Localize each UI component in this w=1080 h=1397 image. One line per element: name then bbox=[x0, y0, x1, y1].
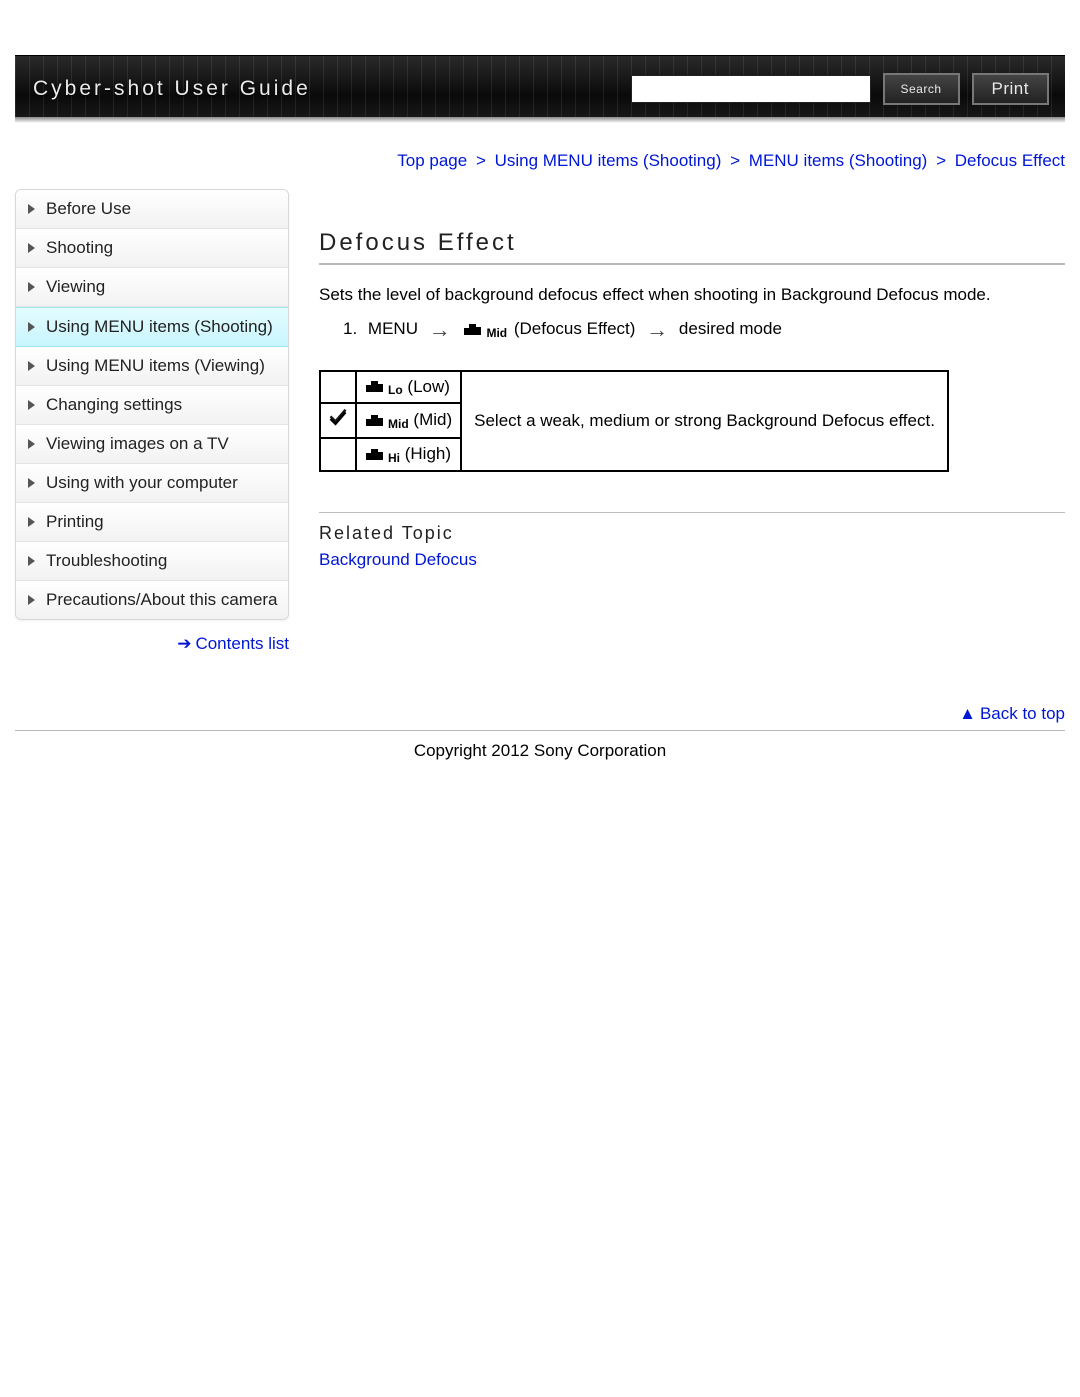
defocus-icon-sub: Lo bbox=[388, 383, 403, 397]
sidebar-nav: Before UseShootingViewingUsing MENU item… bbox=[15, 189, 289, 620]
back-to-top-wrap: ▲Back to top bbox=[15, 704, 1065, 724]
mode-description: Select a weak, medium or strong Backgrou… bbox=[461, 371, 948, 471]
checkmark-icon bbox=[327, 413, 349, 432]
header-bar: Cyber-shot User Guide Search Print bbox=[15, 55, 1065, 123]
related-topic-heading: Related Topic bbox=[319, 523, 1065, 544]
search-input[interactable] bbox=[631, 75, 871, 103]
defocus-icon: Lo bbox=[365, 377, 403, 397]
print-button[interactable]: Print bbox=[972, 73, 1049, 105]
sidebar-item[interactable]: Troubleshooting bbox=[16, 542, 288, 581]
sidebar-item[interactable]: Precautions/About this camera bbox=[16, 581, 288, 619]
sidebar-item[interactable]: Changing settings bbox=[16, 386, 288, 425]
breadcrumb-link[interactable]: MENU items (Shooting) bbox=[749, 151, 928, 170]
search-button[interactable]: Search bbox=[883, 73, 960, 105]
copyright: Copyright 2012 Sony Corporation bbox=[15, 741, 1065, 761]
defocus-icon: Hi bbox=[365, 445, 400, 465]
sidebar-item[interactable]: Printing bbox=[16, 503, 288, 542]
breadcrumb-sep: > bbox=[476, 151, 486, 170]
breadcrumb-link[interactable]: Top page bbox=[397, 151, 467, 170]
breadcrumb: Top page > Using MENU items (Shooting) >… bbox=[15, 151, 1065, 171]
breadcrumb-sep: > bbox=[936, 151, 946, 170]
mode-icon-cell: Mid (Mid) bbox=[356, 403, 461, 438]
step-tail: desired mode bbox=[679, 319, 782, 338]
sidebar: Before UseShootingViewingUsing MENU item… bbox=[15, 189, 289, 654]
mode-check-cell bbox=[320, 403, 356, 438]
sidebar-item[interactable]: Using MENU items (Viewing) bbox=[16, 347, 288, 386]
title-rule bbox=[319, 263, 1065, 265]
defocus-icon-sub: Mid bbox=[388, 417, 409, 431]
step-effect-label: (Defocus Effect) bbox=[514, 319, 636, 338]
page-title: Defocus Effect bbox=[319, 229, 1065, 257]
mode-label: (High) bbox=[405, 444, 451, 463]
sidebar-item[interactable]: Viewing images on a TV bbox=[16, 425, 288, 464]
footer-rule bbox=[15, 730, 1065, 731]
defocus-mid-icon: Mid bbox=[463, 320, 507, 340]
section-rule bbox=[319, 512, 1065, 513]
mode-icon-cell: Hi (High) bbox=[356, 438, 461, 471]
mode-check-cell bbox=[320, 438, 356, 471]
table-row: Lo (Low)Select a weak, medium or strong … bbox=[320, 371, 948, 404]
defocus-icon-sub: Mid bbox=[486, 326, 507, 340]
breadcrumb-link[interactable]: Using MENU items (Shooting) bbox=[495, 151, 722, 170]
mode-label: (Low) bbox=[407, 377, 450, 396]
defocus-icon: Mid bbox=[365, 411, 409, 431]
step-menu-label: MENU bbox=[368, 319, 418, 338]
sidebar-item[interactable]: Using MENU items (Shooting) bbox=[16, 307, 288, 347]
contents-list-link[interactable]: Contents list bbox=[195, 634, 289, 653]
breadcrumb-current: Defocus Effect bbox=[955, 151, 1065, 170]
lead-text: Sets the level of background defocus eff… bbox=[319, 285, 1065, 305]
defocus-icon-sub: Hi bbox=[388, 451, 400, 465]
contents-list-link-wrap: ➔Contents list bbox=[15, 634, 289, 654]
breadcrumb-sep: > bbox=[730, 151, 740, 170]
sidebar-item[interactable]: Viewing bbox=[16, 268, 288, 307]
brand-title: Cyber-shot User Guide bbox=[33, 77, 311, 101]
sidebar-item[interactable]: Using with your computer bbox=[16, 464, 288, 503]
mode-icon-cell: Lo (Low) bbox=[356, 371, 461, 404]
related-topic-link[interactable]: Background Defocus bbox=[319, 550, 477, 569]
modes-table: Lo (Low)Select a weak, medium or strong … bbox=[319, 370, 949, 472]
step-line: 1. MENU → Mid (Defocus Effect) → desired… bbox=[343, 319, 1065, 340]
mode-label: (Mid) bbox=[413, 410, 452, 429]
sidebar-item[interactable]: Before Use bbox=[16, 190, 288, 229]
main-content: Defocus Effect Sets the level of backgro… bbox=[319, 189, 1065, 570]
step-number: 1. bbox=[343, 319, 357, 338]
header-controls: Search Print bbox=[631, 73, 1050, 105]
mode-check-cell bbox=[320, 371, 356, 404]
triangle-up-icon: ▲ bbox=[959, 704, 976, 723]
arrow-right-icon: ➔ bbox=[177, 634, 191, 653]
sidebar-item[interactable]: Shooting bbox=[16, 229, 288, 268]
back-to-top-link[interactable]: Back to top bbox=[980, 704, 1065, 723]
